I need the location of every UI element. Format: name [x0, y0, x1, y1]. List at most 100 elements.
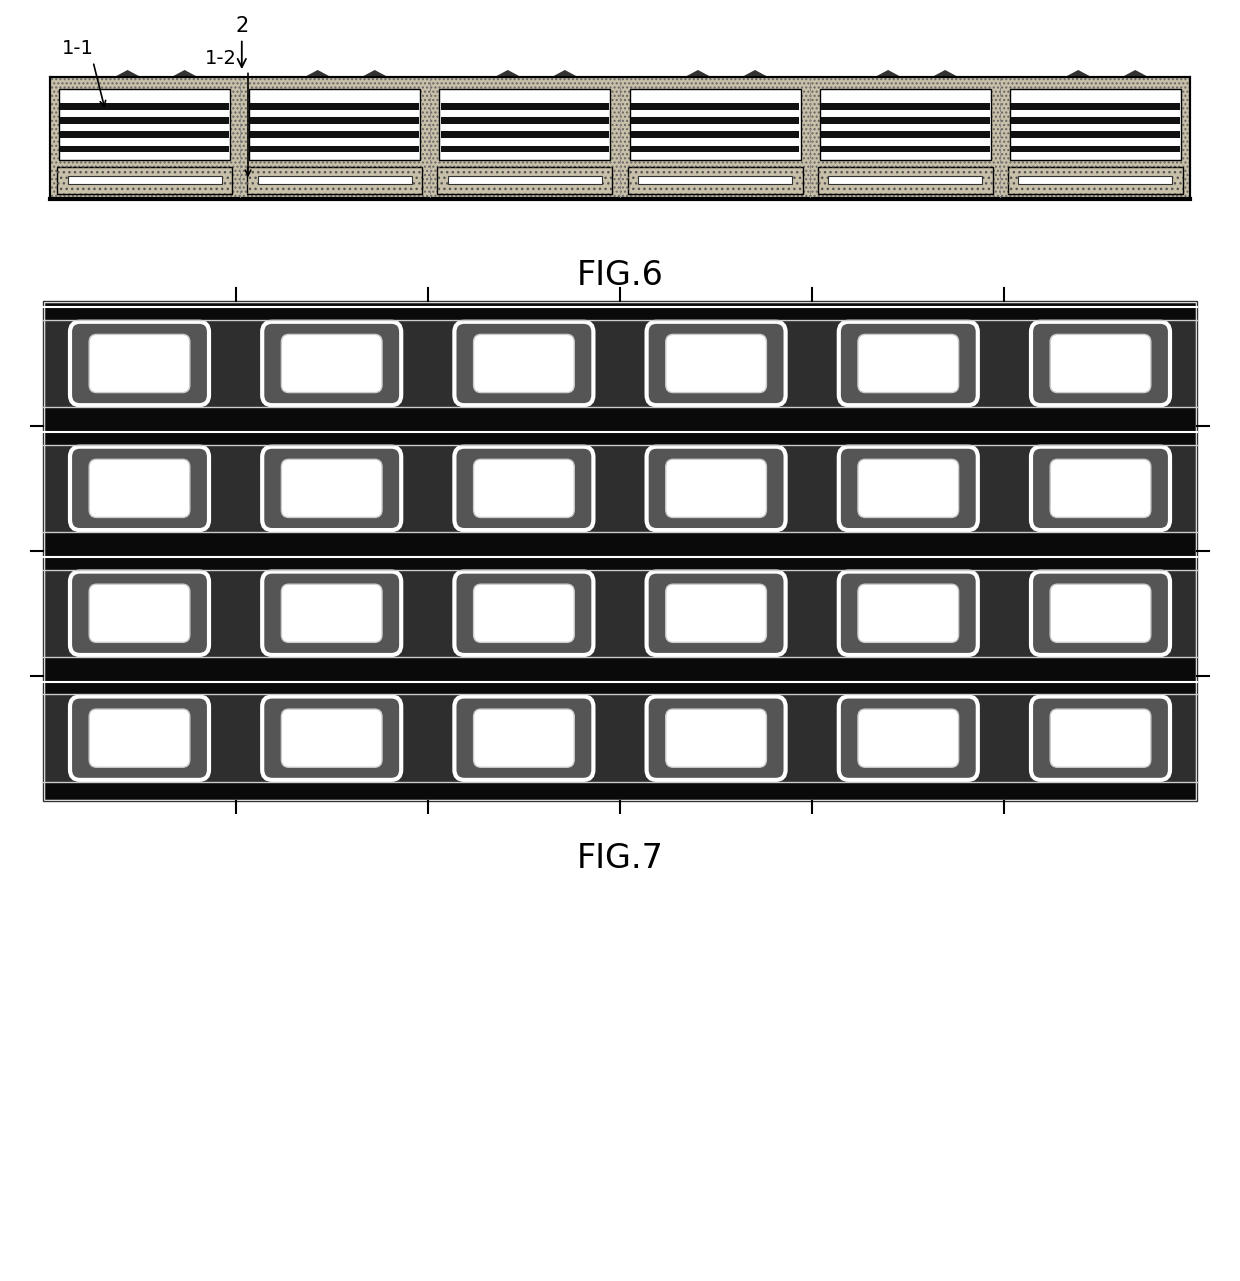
Bar [61, 146, 229, 152]
FancyBboxPatch shape [281, 710, 382, 767]
FancyBboxPatch shape [666, 584, 766, 642]
FancyBboxPatch shape [838, 571, 978, 655]
FancyBboxPatch shape [89, 584, 190, 642]
Bar [1011, 132, 1179, 138]
Bar [50, 77, 1190, 199]
Polygon shape [687, 70, 709, 77]
Polygon shape [744, 70, 766, 77]
Bar [627, 167, 802, 193]
Bar [61, 104, 229, 110]
Bar [1018, 177, 1172, 184]
Bar [250, 118, 419, 124]
Bar [43, 320, 1197, 407]
FancyBboxPatch shape [646, 571, 786, 655]
FancyBboxPatch shape [69, 697, 210, 780]
Bar [440, 104, 609, 110]
FancyBboxPatch shape [89, 460, 190, 518]
FancyBboxPatch shape [1030, 447, 1171, 530]
FancyBboxPatch shape [1030, 571, 1171, 655]
Bar [1011, 104, 1179, 110]
Polygon shape [1123, 70, 1147, 77]
FancyBboxPatch shape [454, 571, 594, 655]
FancyBboxPatch shape [454, 697, 594, 780]
Bar [68, 177, 222, 184]
Bar [43, 694, 1197, 781]
Polygon shape [363, 70, 386, 77]
Bar [821, 132, 990, 138]
Text: 1-1: 1-1 [62, 38, 94, 58]
FancyBboxPatch shape [838, 447, 978, 530]
Text: FIG.7: FIG.7 [577, 842, 663, 875]
Bar [258, 177, 412, 184]
Bar [247, 167, 423, 193]
FancyBboxPatch shape [666, 710, 766, 767]
Bar [43, 301, 1197, 801]
FancyBboxPatch shape [646, 322, 786, 405]
FancyBboxPatch shape [454, 322, 594, 405]
Bar [438, 167, 613, 193]
Bar [1008, 167, 1183, 193]
FancyBboxPatch shape [281, 334, 382, 392]
FancyBboxPatch shape [646, 697, 786, 780]
Bar [440, 118, 609, 124]
FancyBboxPatch shape [838, 322, 978, 405]
FancyBboxPatch shape [89, 710, 190, 767]
Text: 2: 2 [236, 15, 248, 67]
FancyBboxPatch shape [1030, 697, 1171, 780]
Bar [57, 167, 232, 193]
Bar [57, 167, 232, 193]
Bar [438, 167, 613, 193]
FancyBboxPatch shape [281, 584, 382, 642]
FancyBboxPatch shape [262, 322, 402, 405]
Bar [817, 167, 993, 193]
Bar [630, 90, 801, 160]
FancyBboxPatch shape [262, 447, 402, 530]
Bar [821, 104, 990, 110]
Bar [43, 301, 1197, 801]
Polygon shape [496, 70, 520, 77]
Polygon shape [174, 70, 196, 77]
Bar [821, 118, 990, 124]
FancyBboxPatch shape [646, 447, 786, 530]
FancyBboxPatch shape [1050, 334, 1151, 392]
FancyBboxPatch shape [858, 584, 959, 642]
FancyBboxPatch shape [69, 447, 210, 530]
FancyBboxPatch shape [666, 334, 766, 392]
FancyBboxPatch shape [666, 460, 766, 518]
Bar [821, 146, 990, 152]
Bar [249, 90, 420, 160]
Bar [60, 90, 231, 160]
Bar [631, 146, 800, 152]
Bar [250, 104, 419, 110]
FancyBboxPatch shape [454, 447, 594, 530]
Bar [50, 77, 1190, 199]
FancyBboxPatch shape [474, 460, 574, 518]
Bar [817, 167, 993, 193]
Bar [250, 146, 419, 152]
Bar [1011, 118, 1179, 124]
Bar [43, 445, 1197, 532]
Bar [1011, 146, 1179, 152]
Bar [247, 167, 423, 193]
Bar [1009, 90, 1180, 160]
Bar [828, 177, 982, 184]
FancyBboxPatch shape [262, 571, 402, 655]
FancyBboxPatch shape [838, 697, 978, 780]
Bar [250, 132, 419, 138]
Bar [627, 167, 802, 193]
Polygon shape [306, 70, 329, 77]
Bar [631, 104, 800, 110]
Text: FIG.6: FIG.6 [577, 259, 663, 292]
Bar [820, 90, 991, 160]
Polygon shape [934, 70, 956, 77]
Bar [631, 118, 800, 124]
FancyBboxPatch shape [69, 322, 210, 405]
Polygon shape [877, 70, 899, 77]
Polygon shape [1066, 70, 1090, 77]
FancyBboxPatch shape [474, 584, 574, 642]
FancyBboxPatch shape [89, 334, 190, 392]
FancyBboxPatch shape [858, 710, 959, 767]
FancyBboxPatch shape [858, 460, 959, 518]
FancyBboxPatch shape [1050, 710, 1151, 767]
Polygon shape [553, 70, 577, 77]
